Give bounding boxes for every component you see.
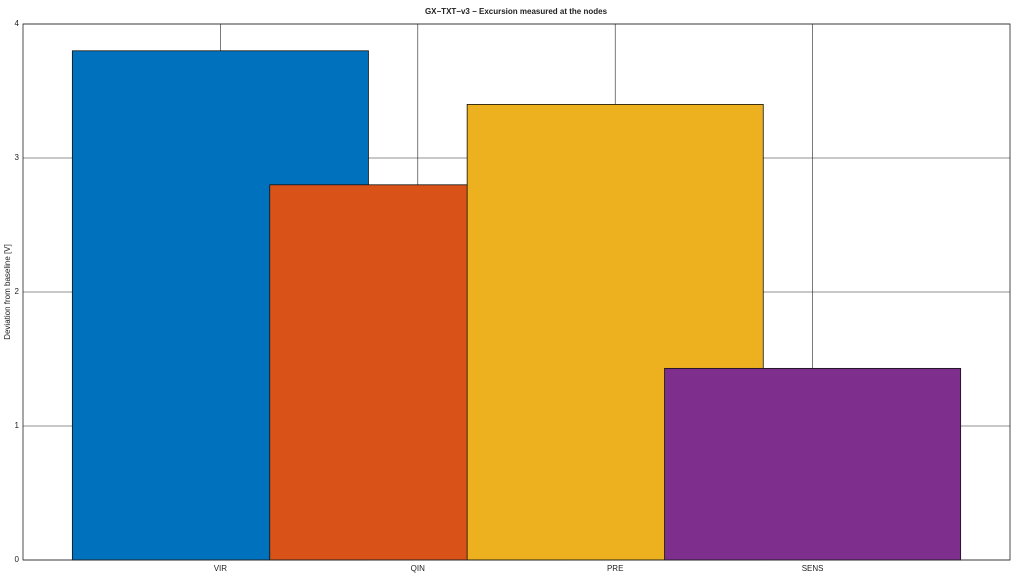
x-tick-label: QIN xyxy=(411,564,425,573)
bars xyxy=(71,50,962,561)
y-tick-label: 4 xyxy=(15,19,20,28)
bar xyxy=(664,367,962,561)
y-tick-label: 3 xyxy=(15,153,20,162)
y-tick-label: 2 xyxy=(15,287,20,296)
y-tick-label: 0 xyxy=(15,555,20,564)
y-axis-label: Deviation from baseline [V] xyxy=(3,244,12,340)
x-tick-label: VIR xyxy=(214,564,228,573)
x-tick-label: SENS xyxy=(802,564,824,573)
axes-box xyxy=(22,23,1011,561)
chart-title: GX−TXT−v3 − Excursion measured at the no… xyxy=(425,7,608,16)
axes: 0 1 2 3 4 VIR QIN PRE SENS xyxy=(15,19,1011,573)
y-tick-label: 1 xyxy=(15,421,20,430)
x-tick-label: PRE xyxy=(607,564,623,573)
